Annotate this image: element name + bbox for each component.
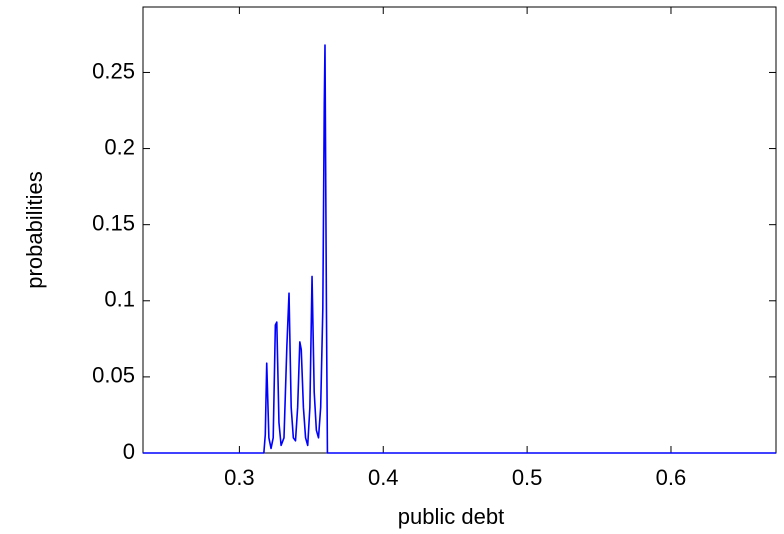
x-tick-label: 0.5	[512, 465, 543, 490]
x-tick-label: 0.6	[656, 465, 687, 490]
y-tick-label: 0.15	[92, 210, 135, 235]
y-tick-label: 0	[123, 439, 135, 464]
y-tick-label: 0.2	[104, 134, 135, 159]
y-tick-label: 0.1	[104, 287, 135, 312]
y-axis-label: probabilities	[22, 171, 47, 288]
x-tick-label: 0.4	[368, 465, 399, 490]
y-tick-label: 0.25	[92, 58, 135, 83]
data-line	[143, 44, 776, 454]
x-tick-label: 0.3	[224, 465, 255, 490]
plot-box	[142, 6, 777, 454]
x-axis-label: public debt	[398, 504, 504, 529]
y-tick-label: 0.05	[92, 363, 135, 388]
